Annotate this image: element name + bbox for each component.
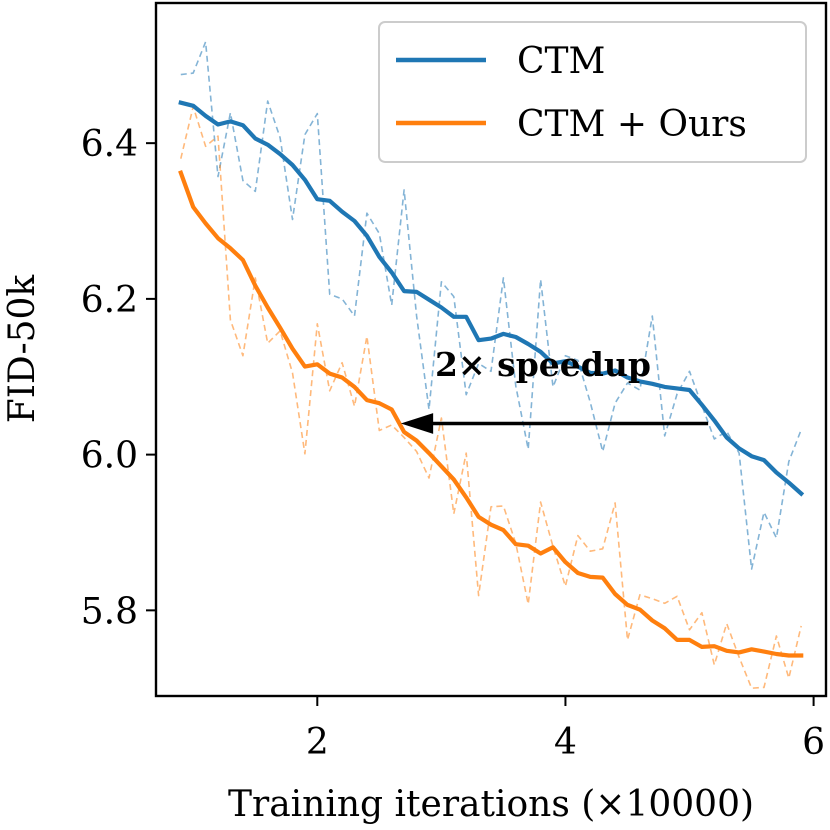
legend-label-ctm-ours: CTM + Ours bbox=[517, 104, 747, 145]
legend-box bbox=[378, 21, 807, 163]
series-line-ctm-ours bbox=[178, 170, 804, 658]
x-tick-label: 4 bbox=[554, 722, 577, 763]
y-axis-label: FID-50k bbox=[2, 274, 43, 424]
annotation-layer: 2× speedup bbox=[400, 345, 709, 434]
y-tick-label: 6.4 bbox=[81, 124, 138, 165]
y-tick-label: 6.0 bbox=[81, 436, 138, 477]
smoothed-series-layer bbox=[178, 100, 805, 658]
x-tick-label: 2 bbox=[306, 722, 329, 763]
series-line-ctm bbox=[178, 100, 805, 497]
legend: CTM CTM + Ours bbox=[378, 21, 807, 163]
speedup-annotation: 2× speedup bbox=[435, 345, 651, 384]
series-line-ctm-ours-raw bbox=[180, 105, 802, 690]
plot-frame bbox=[154, 1, 828, 698]
y-tick-label: 6.2 bbox=[81, 280, 138, 321]
raw-series-layer bbox=[180, 41, 802, 690]
series-line-ctm-raw bbox=[180, 41, 802, 570]
speedup-arrow-head bbox=[400, 413, 434, 434]
y-tick-label: 5.8 bbox=[81, 591, 138, 632]
x-tick-label: 6 bbox=[802, 722, 825, 763]
x-axis-label: Training iterations (×10000) bbox=[228, 784, 754, 825]
axes-layer: 2 4 6 5.8 6.0 6.2 6.4 bbox=[81, 1, 828, 763]
legend-label-ctm: CTM bbox=[517, 41, 605, 82]
